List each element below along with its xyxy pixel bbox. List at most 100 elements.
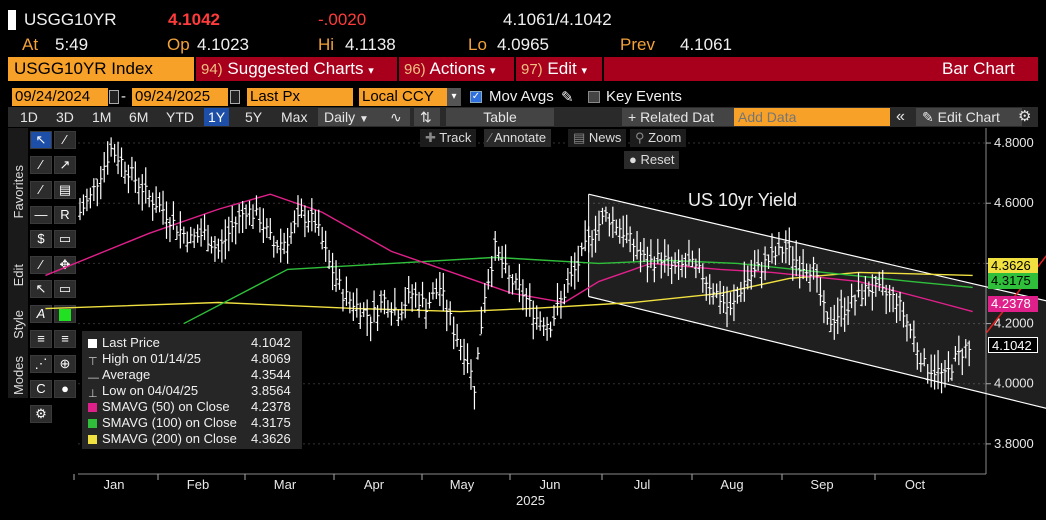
- text-icon[interactable]: A: [30, 305, 52, 323]
- range-max[interactable]: Max: [281, 109, 308, 125]
- dollar-icon[interactable]: $: [30, 230, 52, 248]
- sma50-line: [45, 193, 973, 313]
- tab-style[interactable]: Style: [11, 310, 26, 339]
- x-tick-label: May: [450, 477, 475, 492]
- settings-gear-icon[interactable]: ⚙: [30, 405, 52, 423]
- op-value: 4.1023: [197, 35, 249, 54]
- parallel-icon[interactable]: ▤: [54, 181, 76, 199]
- suggested-charts-menu[interactable]: 94) Suggested Charts ▾: [201, 57, 374, 81]
- legend-label: High on 01/14/25: [102, 351, 202, 366]
- zoom-button[interactable]: ⚲ Zoom: [630, 129, 687, 147]
- palette-icon[interactable]: ●: [54, 380, 76, 398]
- ray-icon[interactable]: ↗: [54, 156, 76, 174]
- x-tick-label: Feb: [187, 477, 209, 492]
- frequency-label: Daily: [324, 109, 356, 125]
- range-1d[interactable]: 1D: [20, 109, 38, 125]
- bid-ask: 4.1061/4.1042: [503, 10, 612, 29]
- swatch-white: [88, 339, 97, 349]
- actions-menu[interactable]: 96) Actions ▾: [404, 57, 496, 81]
- select-icon[interactable]: ↖: [30, 280, 52, 298]
- range-6m[interactable]: 6M: [129, 109, 149, 125]
- range-1m[interactable]: 1M: [92, 109, 112, 125]
- color-icon[interactable]: [54, 305, 76, 323]
- brush-icon[interactable]: ∕: [30, 256, 52, 274]
- range-3d[interactable]: 3D: [56, 109, 74, 125]
- trendline-icon[interactable]: ∕: [30, 156, 52, 174]
- move-icon[interactable]: ✥: [54, 256, 76, 274]
- security-box[interactable]: USGG10YR Index: [8, 57, 194, 81]
- tab-edit[interactable]: Edit: [11, 264, 26, 287]
- edit-chart-button[interactable]: ✎ Edit Chart: [916, 108, 1022, 126]
- field-select[interactable]: Last Px: [247, 88, 353, 106]
- calendar-icon[interactable]: [109, 90, 119, 104]
- start-date-field[interactable]: 09/24/2024: [12, 88, 108, 106]
- y-tick-label: 4.6000: [994, 195, 1034, 210]
- gear-icon[interactable]: ⚙: [1018, 108, 1032, 125]
- calendar-icon[interactable]: [230, 90, 240, 104]
- y-tick-label: 4.2000: [994, 316, 1034, 331]
- track-button[interactable]: ✚ Track: [420, 129, 477, 147]
- edit-menu[interactable]: 97) Edit ▾: [521, 57, 587, 81]
- title-marker: [8, 10, 16, 30]
- lasso-icon[interactable]: ⋰: [30, 355, 52, 373]
- collapse-icon[interactable]: «: [896, 108, 905, 125]
- legend-label: SMAVG (200) on Close: [102, 431, 237, 446]
- cursor-icon[interactable]: ↖: [30, 131, 52, 149]
- mov-avgs-checkbox[interactable]: ✓: [470, 91, 482, 103]
- range-5y[interactable]: 5Y: [245, 109, 263, 125]
- line-chart-icon[interactable]: ∿: [384, 108, 410, 126]
- low-marker-icon: ⊥: [88, 388, 98, 401]
- prev-value: 4.1061: [680, 35, 732, 54]
- change-value: -.0020: [318, 10, 367, 29]
- currency-dropdown-icon[interactable]: ▾: [447, 88, 461, 106]
- legend-sma200: SMAVG (200) on Close 4.3626: [88, 431, 291, 446]
- line-style-icon[interactable]: ≡: [54, 330, 76, 348]
- legend-low: ⊥ Low on 04/04/25 3.8564: [88, 383, 291, 401]
- reset-button[interactable]: ● Reset: [624, 151, 680, 169]
- y-tick-label: 4.8000: [994, 135, 1034, 150]
- legend-label: Low on 04/04/25: [102, 383, 199, 398]
- chart-type-label[interactable]: Bar Chart: [942, 59, 1015, 78]
- legend-value: 4.3544: [251, 367, 291, 382]
- dropdown-icon: ▾: [368, 65, 374, 77]
- rectangle-icon[interactable]: ▭: [54, 230, 76, 248]
- table-button[interactable]: Table: [446, 108, 554, 126]
- news-button[interactable]: ▤ News: [568, 129, 627, 147]
- track-icon: ✚: [425, 130, 436, 145]
- pencil-icon[interactable]: ✎: [561, 89, 574, 106]
- horizontal-line-icon[interactable]: —: [30, 206, 52, 224]
- chart-legend: Last Price 4.1042 ⊤ High on 01/14/25 4.80…: [82, 331, 302, 449]
- swatch-yellow: [88, 435, 97, 445]
- tab-modes[interactable]: Modes: [11, 356, 26, 396]
- channel-icon[interactable]: ∕: [30, 181, 52, 199]
- menu-separator: [397, 57, 399, 81]
- add-data-input[interactable]: [734, 108, 890, 126]
- trash-icon[interactable]: ▭: [54, 280, 76, 298]
- sma200-line: [45, 271, 973, 313]
- magnet-icon[interactable]: ⊕: [54, 355, 76, 373]
- line-draw-icon[interactable]: ∕: [54, 131, 76, 149]
- tab-favorites[interactable]: Favorites: [11, 165, 26, 219]
- ruler-icon[interactable]: R: [54, 206, 76, 224]
- annotate-button[interactable]: ∕ Annotate: [484, 129, 552, 147]
- menu-label: Edit: [547, 59, 577, 78]
- dropdown-icon: ▾: [581, 65, 587, 77]
- range-ytd[interactable]: YTD: [166, 109, 194, 125]
- legend-average: — Average 4.3544: [88, 367, 291, 384]
- x-tick-label: Jun: [540, 477, 561, 492]
- key-events-checkbox[interactable]: [588, 91, 600, 103]
- legend-sma50: SMAVG (50) on Close 4.2378: [88, 399, 291, 414]
- frequency-select[interactable]: Daily ▼: [318, 108, 390, 126]
- bar-type-icon[interactable]: ⇅: [414, 108, 440, 126]
- menu-number: 94): [201, 61, 223, 78]
- legend-label: SMAVG (50) on Close: [102, 399, 230, 414]
- range-1y[interactable]: 1Y: [204, 108, 230, 126]
- channel-upper-line: [588, 193, 1046, 302]
- currency-select[interactable]: Local CCY: [359, 88, 447, 106]
- end-date-field[interactable]: 09/24/2025: [132, 88, 228, 106]
- cycle-icon[interactable]: C: [30, 380, 52, 398]
- line-width-icon[interactable]: ≡: [30, 330, 52, 348]
- news-label: News: [588, 130, 622, 145]
- related-data-button[interactable]: + Related Dat: [622, 108, 734, 126]
